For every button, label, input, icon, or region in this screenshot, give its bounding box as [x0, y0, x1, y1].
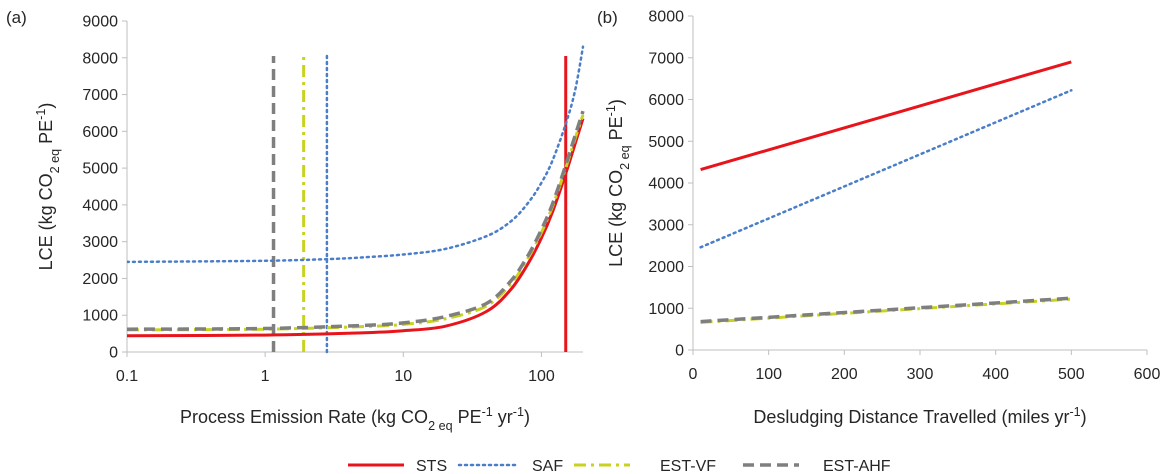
panel-b-x-tick-label: 600	[1134, 366, 1161, 383]
panel-b-y-axis-label: LCE (kg CO2 eq PE-1)	[604, 99, 632, 267]
panel-b-y-tick-label: 5000	[648, 134, 684, 151]
panel-a-panel-label: (a)	[6, 8, 27, 27]
panel-a-y-tick-label: 9000	[82, 14, 118, 31]
legend-label-est-vf: EST-VF	[660, 458, 716, 474]
panel-b-x-tick-label: 400	[982, 366, 1009, 383]
panel-b-series-sts	[700, 60, 1072, 172]
panel-b-x-tick-label: 100	[755, 366, 782, 383]
panel-b-x-tick-label: 200	[831, 366, 858, 383]
panel-a-series-saf	[127, 45, 585, 264]
panel-b-y-tick-label: 3000	[648, 217, 684, 234]
panel-a-y-tick-label: 0	[109, 345, 118, 362]
panel-b-x-axis-label: Desludging Distance Travelled (miles yr-…	[753, 405, 1086, 427]
panel-a-x-tick-label: 1	[261, 368, 270, 385]
legend-label-saf: SAF	[532, 458, 563, 474]
legend-label-sts: STS	[416, 458, 447, 474]
panel-b-x-tick-label: 500	[1058, 366, 1085, 383]
panel-b-y-tick-label: 1000	[648, 301, 684, 318]
panel-a-series-est-vf	[127, 114, 585, 332]
chart-legend: STS SAF EST-VF EST-AHF	[348, 458, 891, 474]
panel-b-y-tick-label: 8000	[648, 9, 684, 26]
panel-a-y-tick-label: 4000	[82, 197, 118, 214]
panel-a-y-tick-label: 2000	[82, 271, 118, 288]
panel-a-x-tick-label: 0.1	[116, 368, 138, 385]
panel-a-y-tick-label: 8000	[82, 50, 118, 67]
panel-b-y-tick-label: 7000	[648, 50, 684, 67]
panel-a-y-axis-label: LCE (kg CO2 eq PE-1)	[34, 103, 62, 271]
panel-b-x-tick-label: 300	[907, 366, 934, 383]
panel-a-y-tick-label: 6000	[82, 124, 118, 141]
legend-label-est-ahf: EST-AHF	[823, 458, 891, 474]
panel-a-x-tick-label: 10	[394, 368, 412, 385]
panel-b-chart: 0 1000 2000 3000 4000 5000 6000 7000 8000 0 100 200…	[597, 8, 1160, 427]
panel-a-series-sts	[127, 118, 585, 338]
panel-b-panel-label: (b)	[597, 8, 618, 27]
panel-b-y-tick-label: 6000	[648, 92, 684, 109]
panel-a-x-axis-label: Process Emission Rate (kg CO2 eq PE-1 yr…	[180, 405, 530, 433]
panel-b-x-tick-label: 0	[689, 366, 698, 383]
panel-a-chart: 0 1000 2000 3000 4000 5000 6000 7000 8000 9000 0.1…	[6, 8, 585, 433]
panel-a-y-tick-label: 7000	[82, 87, 118, 104]
panel-a-y-tick-label: 5000	[82, 161, 118, 178]
panel-a-y-tick-label: 1000	[82, 308, 118, 325]
panel-b-series-est-ahf	[700, 296, 1072, 324]
panel-a-x-tick-label: 100	[528, 368, 555, 385]
panel-b-y-tick-label: 2000	[648, 259, 684, 276]
panel-b-y-tick-label: 0	[675, 343, 684, 360]
panel-b-y-tick-label: 4000	[648, 176, 684, 193]
panel-b-series-saf	[699, 89, 1073, 249]
panel-a-y-tick-label: 3000	[82, 234, 118, 251]
panel-a-series-est-ahf	[127, 110, 585, 331]
